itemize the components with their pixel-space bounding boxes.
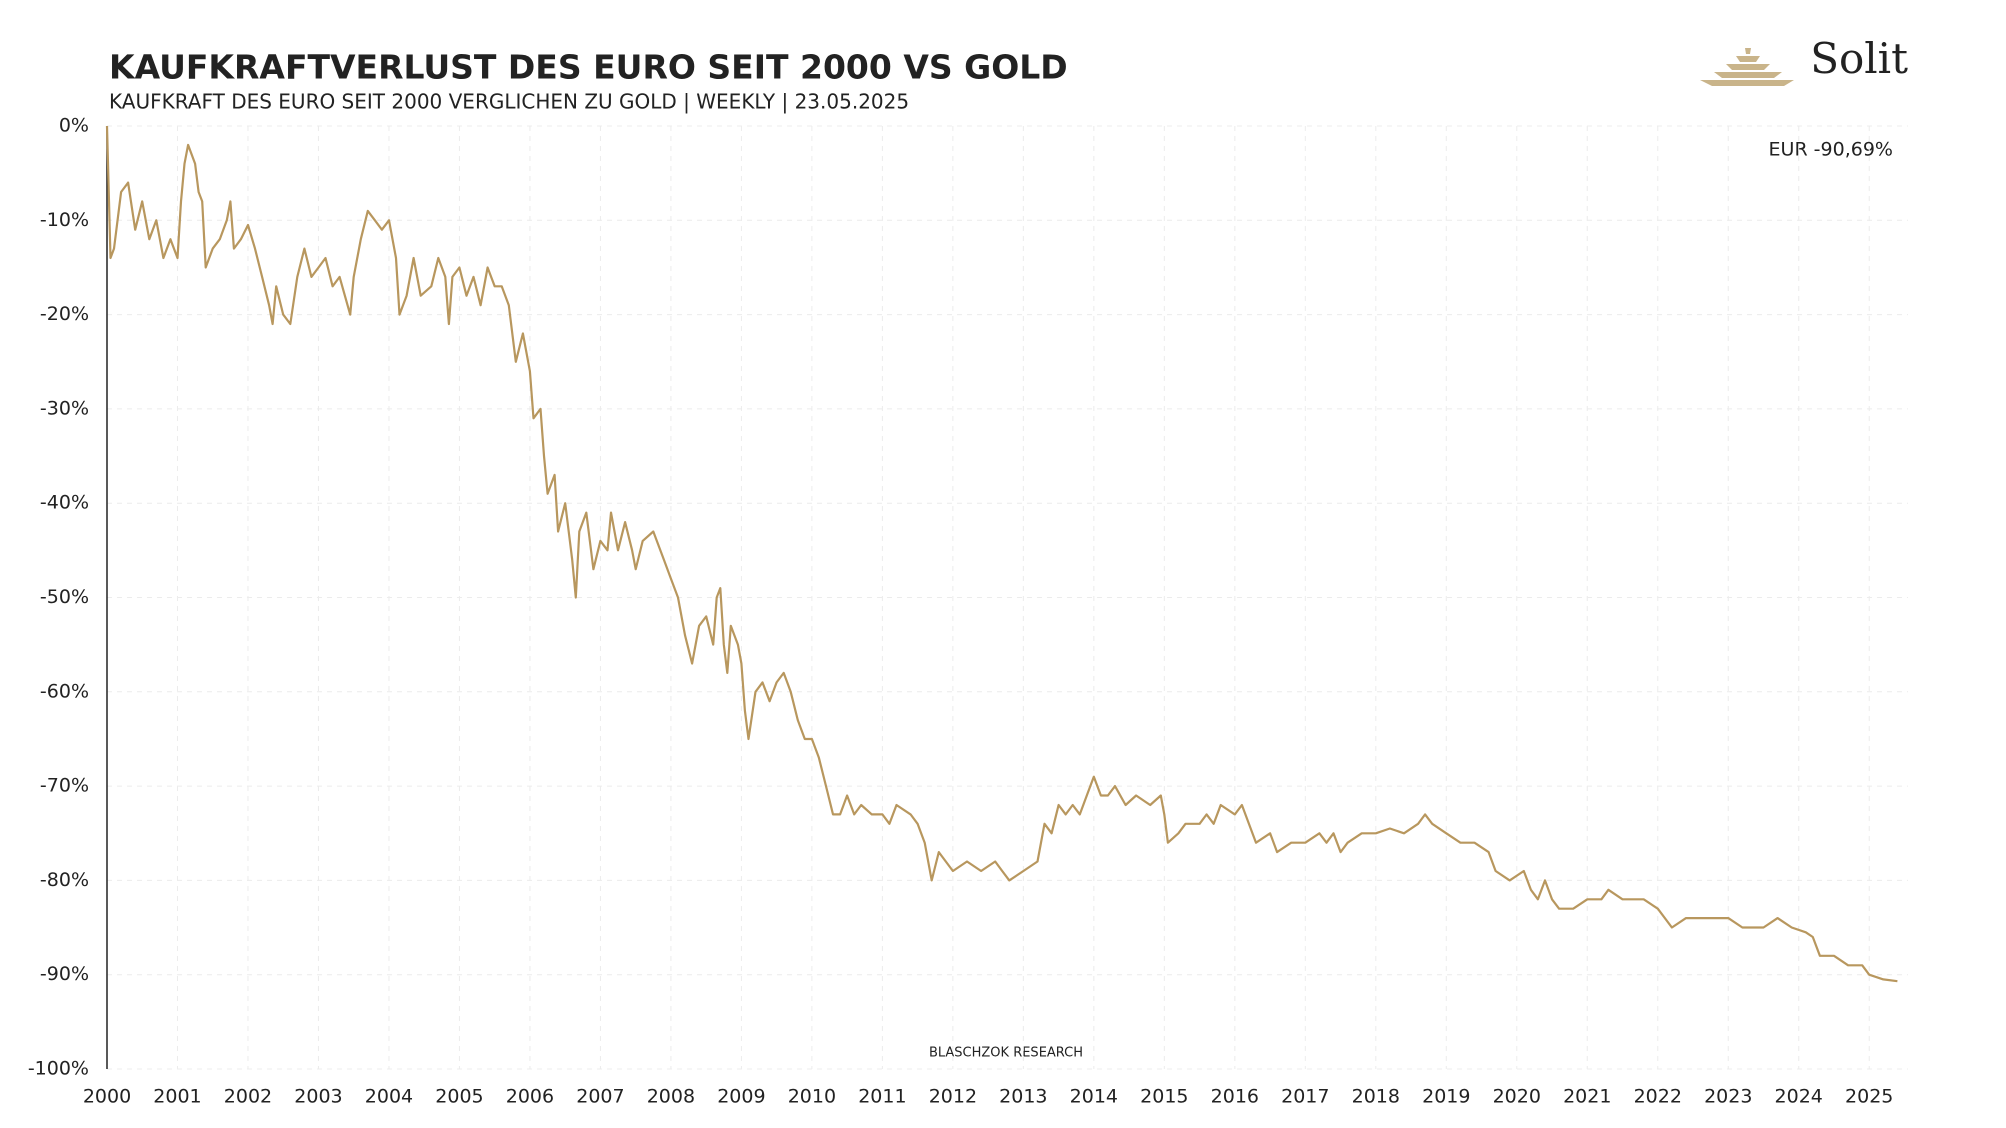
y-tick-label: -70%	[40, 775, 89, 797]
x-tick-label: 2021	[1563, 1086, 1611, 1108]
x-tick-label: 2013	[999, 1086, 1047, 1108]
x-tick-label: 2023	[1704, 1086, 1752, 1108]
chart-subtitle: KAUFKRAFT DES EURO SEIT 2000 VERGLICHEN …	[109, 90, 909, 114]
x-tick-label: 2003	[294, 1086, 342, 1108]
x-tick-label: 2001	[153, 1086, 201, 1108]
y-tick-label: -50%	[40, 586, 89, 608]
x-tick-label: 2006	[506, 1086, 554, 1108]
x-tick-label: 2002	[224, 1086, 272, 1108]
x-tick-label: 2000	[83, 1086, 131, 1108]
y-tick-label: -20%	[40, 303, 89, 325]
x-tick-label: 2019	[1422, 1086, 1470, 1108]
x-tick-label: 2018	[1352, 1086, 1400, 1108]
x-tick-label: 2008	[647, 1086, 695, 1108]
x-tick-label: 2014	[1070, 1086, 1118, 1108]
y-tick-label: -10%	[40, 209, 89, 231]
x-tick-label: 2010	[788, 1086, 836, 1108]
x-tick-label: 2020	[1493, 1086, 1541, 1108]
logo-text: Solit	[1810, 34, 1908, 83]
logo-icon	[1700, 48, 1794, 86]
x-tick-label: 2022	[1634, 1086, 1682, 1108]
x-tick-label: 2011	[858, 1086, 906, 1108]
chart-title: KAUFKRAFTVERLUST DES EURO SEIT 2000 VS G…	[109, 48, 1068, 87]
x-tick-label: 2016	[1211, 1086, 1259, 1108]
annotation: EUR -90,69%	[1769, 139, 1893, 161]
source: BLASCHZOK RESEARCH	[929, 1046, 1083, 1061]
x-tick-label: 2015	[1140, 1086, 1188, 1108]
x-tick-label: 2024	[1775, 1086, 1823, 1108]
x-tick-label: 2007	[576, 1086, 624, 1108]
line-series	[105, 125, 1898, 983]
x-tick-label: 2009	[717, 1086, 765, 1108]
x-tick-label: 2004	[365, 1086, 413, 1108]
y-tick-label: -80%	[40, 869, 89, 891]
y-tick-label: 0%	[59, 115, 89, 137]
x-tick-label: 2025	[1845, 1086, 1893, 1108]
x-tick-label: 2012	[929, 1086, 977, 1108]
y-tick-label: -40%	[40, 492, 89, 514]
y-tick-label: -90%	[40, 963, 89, 985]
y-tick-label: -100%	[28, 1058, 89, 1080]
x-tick-label: 2017	[1281, 1086, 1329, 1108]
y-tick-label: -30%	[40, 397, 89, 419]
x-tick-label: 2005	[435, 1086, 483, 1108]
y-tick-label: -60%	[40, 680, 89, 702]
